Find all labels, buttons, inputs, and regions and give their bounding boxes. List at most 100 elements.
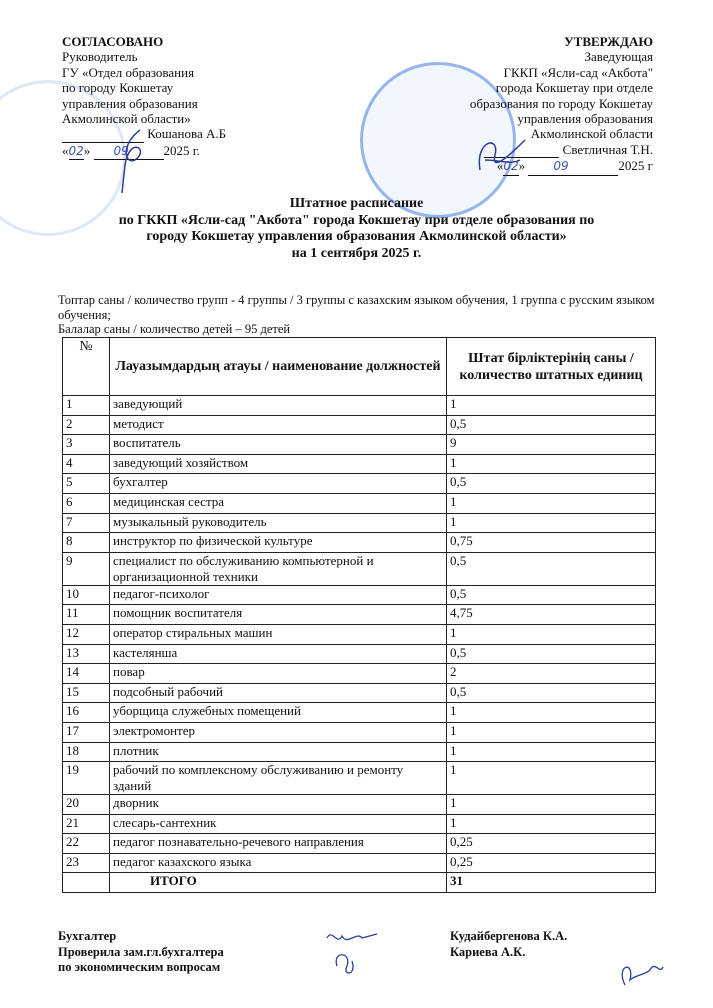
row-position: оператор стиральных машин — [109, 623, 447, 645]
row-units: 9 — [446, 434, 656, 455]
table-row: 9 специалист по обслуживанию компьютерной… — [62, 551, 656, 586]
title-line: Штатное расписание — [289, 196, 424, 211]
row-units: 0,75 — [446, 532, 656, 553]
row-number: 23 — [62, 852, 110, 874]
table-row: 18 плотник 1 — [62, 741, 656, 763]
row-number: 9 — [62, 551, 110, 586]
approval-left-line: управления образования — [62, 95, 198, 111]
row-position: заведующий — [109, 395, 447, 416]
signature-right — [478, 139, 526, 171]
row-position: специалист по обслуживанию компьютерной … — [109, 551, 447, 586]
row-units: 4,75 — [446, 604, 656, 625]
approval-left-line: по городу Кокшетау — [62, 80, 174, 96]
approval-right-line: управления образования — [517, 111, 653, 127]
footer-name: Кудайбергенова К.А. — [450, 929, 568, 943]
row-number: 3 — [62, 434, 110, 455]
row-position: подсобный рабочий — [109, 682, 447, 704]
row-position: слесарь-сантехник — [109, 813, 447, 835]
total-label: ИТОГО — [109, 872, 447, 894]
document-title: Штатное расписание по ГККП «Ясли-сад "Ак… — [40, 196, 673, 262]
table-row: 10 педагог-психолог 0,5 — [62, 584, 656, 606]
header-units: Штат бірліктерінің саны / количество шта… — [446, 337, 656, 396]
row-position: медицинская сестра — [109, 492, 447, 514]
row-units: 0,5 — [446, 643, 656, 665]
title-line: на 1 сентября 2025 г. — [291, 245, 422, 261]
approval-right-line: Заведующая — [584, 49, 653, 65]
row-units: 1 — [446, 623, 656, 645]
approval-left-line: Акмолинской области» — [62, 111, 191, 127]
table-row: 5 бухгалтер 0,5 — [62, 473, 656, 494]
row-units: 0,5 — [446, 551, 656, 586]
table-row: 16 уборщица служебных помещений 1 — [62, 702, 656, 723]
table-row: 3 воспитатель 9 — [62, 434, 656, 455]
row-position: педагог познавательно-речевого направлен… — [109, 833, 447, 854]
footer-right: Кудайбергенова К.А. Кариева А.К. — [450, 929, 567, 960]
approval-left-line: Руководитель — [62, 49, 138, 65]
row-number: 13 — [62, 643, 110, 665]
row-number: 16 — [62, 702, 110, 723]
row-units: 1 — [446, 794, 656, 815]
stamp-right — [360, 62, 516, 218]
row-position: педагог-психолог — [109, 584, 447, 606]
table-row: 19 рабочий по комплексному обслуживанию и… — [62, 761, 656, 796]
signature-accountant — [326, 933, 378, 974]
row-units: 1 — [446, 813, 656, 835]
row-number: 20 — [62, 794, 110, 815]
row-units: 1 — [446, 453, 656, 475]
row-position: воспитатель — [109, 434, 447, 455]
approval-left-line: ГУ «Отдел образования — [62, 64, 195, 80]
table-row: 11 помощник воспитателя 4,75 — [62, 604, 656, 625]
row-number: 22 — [62, 833, 110, 854]
row-position: заведующий хозяйством — [109, 453, 447, 475]
header-number: № — [62, 337, 110, 396]
table-row: 15 подсобный рабочий 0,5 — [62, 682, 656, 704]
row-number: 10 — [62, 584, 110, 606]
approval-right-line: города Кокшетау при отделе — [495, 80, 653, 96]
row-number: 4 — [62, 453, 110, 475]
approval-right-month: 09 — [528, 159, 619, 176]
row-units: 1 — [446, 512, 656, 534]
table-row: 13 кастелянша 0,5 — [62, 643, 656, 665]
table-row: 17 электромонтер 1 — [62, 721, 656, 743]
row-number: 18 — [62, 741, 110, 763]
row-position: педагог казахского языка — [109, 852, 447, 874]
table-row: 22 педагог познавательно-речевого направл… — [62, 833, 656, 854]
total-row: ИТОГО 31 — [62, 872, 656, 894]
row-units: 0,25 — [446, 833, 656, 854]
table-row: 4 заведующий хозяйством 1 — [62, 453, 656, 475]
row-position: плотник — [109, 741, 447, 763]
staff-table: № Лауазымдардың атауы / наименование дол… — [62, 337, 656, 894]
row-units: 0,5 — [446, 584, 656, 606]
table-row: 21 слесарь-сантехник 1 — [62, 813, 656, 835]
row-number: 5 — [62, 473, 110, 494]
row-number: 14 — [62, 663, 110, 684]
table-row: 1 заведующий 1 — [62, 395, 656, 416]
table-row: 2 методист 0,5 — [62, 414, 656, 436]
title-line: по ГККП «Ясли-сад "Акбота" города Кокшет… — [118, 212, 595, 228]
row-position: уборщица служебных помещений — [109, 702, 447, 723]
row-position: рабочий по комплексному обслуживанию и р… — [109, 761, 447, 796]
approval-right-heading: УТВЕРЖДАЮ — [564, 34, 653, 49]
stamp-left — [0, 80, 126, 236]
approval-left: СОГЛАСОВАНО Руководитель ГУ «Отдел образ… — [62, 34, 227, 161]
signature-bottom-right — [621, 965, 664, 986]
approval-left-heading: СОГЛАСОВАНО — [62, 34, 164, 49]
row-units: 1 — [446, 702, 656, 723]
approval-left-year: 2025 г. — [163, 142, 200, 158]
header-position: Лауазымдардың атауы / наименование должн… — [109, 337, 447, 396]
row-units: 1 — [446, 721, 656, 743]
approval-left-day: 02 — [68, 144, 84, 161]
row-units: 1 — [446, 492, 656, 514]
table-row: 12 оператор стиральных машин 1 — [62, 623, 656, 645]
row-units: 0,5 — [446, 473, 656, 494]
table-row: 20 дворник 1 — [62, 794, 656, 815]
row-position: бухгалтер — [109, 473, 447, 494]
total-empty — [62, 872, 110, 894]
approval-left-signer: Кошанова А.Б — [147, 126, 227, 142]
row-number: 17 — [62, 721, 110, 743]
footer-role: по экономическим вопросам — [58, 960, 221, 974]
row-units: 0,25 — [446, 852, 656, 874]
groups-count: Топтар саны / количество групп - 4 групп… — [58, 293, 655, 322]
row-position: кастелянша — [109, 643, 447, 665]
row-position: помощник воспитателя — [109, 604, 447, 625]
